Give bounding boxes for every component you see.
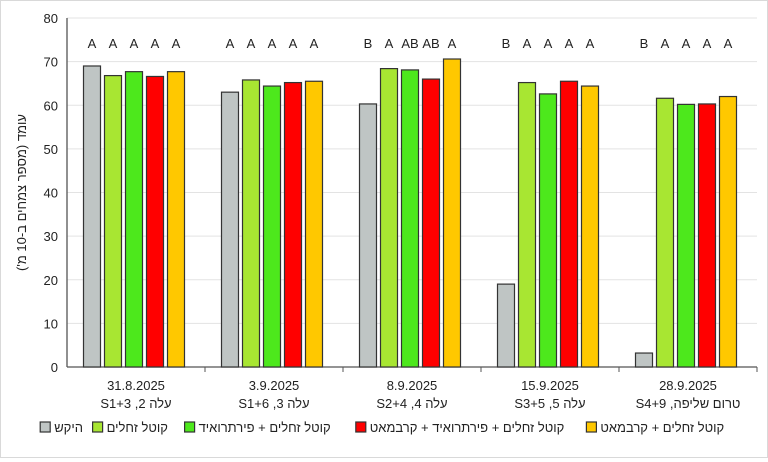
bar bbox=[379, 68, 399, 368]
bar bbox=[676, 103, 696, 368]
x-category-stage: עלה 5, S3+5 bbox=[514, 396, 585, 411]
legend-swatch bbox=[585, 421, 598, 433]
y-tick-label: 30 bbox=[44, 229, 58, 244]
significance-letter: A bbox=[523, 36, 532, 51]
legend-swatch bbox=[39, 421, 51, 433]
significance-letter: AB bbox=[401, 36, 418, 51]
significance-letter: A bbox=[724, 36, 733, 51]
legend-label: קוטל זחלים + פירתרואיד + קרבמאט bbox=[370, 420, 564, 435]
significance-letter: B bbox=[640, 36, 649, 51]
significance-letter: B bbox=[364, 36, 373, 51]
x-category-date: 8.9.2025 bbox=[387, 378, 438, 393]
x-category-stage: עלה 3, S1+6 bbox=[238, 396, 309, 411]
significance-letter: A bbox=[703, 36, 712, 51]
bar bbox=[697, 103, 717, 368]
significance-letter: A bbox=[448, 36, 457, 51]
x-category-date: 28.9.2025 bbox=[659, 378, 717, 393]
significance-letter: A bbox=[172, 36, 181, 51]
y-axis-label: עומד (מספר צמחים ב-10 מ') bbox=[14, 114, 29, 271]
y-tick-label: 70 bbox=[44, 55, 58, 70]
x-category-date: 15.9.2025 bbox=[521, 378, 579, 393]
bar bbox=[304, 80, 324, 368]
y-tick-label: 40 bbox=[44, 186, 58, 201]
y-tick-label: 0 bbox=[51, 360, 58, 375]
significance-letter: A bbox=[586, 36, 595, 51]
significance-letter: A bbox=[544, 36, 553, 51]
significance-letter: A bbox=[310, 36, 319, 51]
bar bbox=[718, 95, 738, 368]
legend-label: קוטל זחלים + קרבמאט bbox=[600, 420, 724, 435]
bar bbox=[241, 79, 261, 368]
bar bbox=[82, 65, 102, 368]
bar bbox=[517, 81, 537, 368]
significance-letter: A bbox=[88, 36, 97, 51]
bar bbox=[283, 81, 303, 368]
bar bbox=[559, 80, 579, 368]
bar bbox=[538, 93, 558, 368]
bar bbox=[655, 97, 675, 368]
y-tick-label: 10 bbox=[44, 316, 58, 331]
bar bbox=[358, 103, 378, 368]
significance-letter: A bbox=[151, 36, 160, 51]
legend-label: היקש bbox=[54, 420, 83, 435]
bar bbox=[400, 69, 420, 368]
legend-label: קוטל זחלים + פירתרואיד bbox=[199, 420, 331, 435]
significance-letter: A bbox=[682, 36, 691, 51]
y-tick-label: 50 bbox=[44, 142, 58, 157]
bar bbox=[145, 75, 165, 368]
y-tick-label: 80 bbox=[44, 11, 58, 26]
bar bbox=[124, 71, 144, 368]
bar bbox=[496, 283, 516, 368]
significance-letter: AB bbox=[422, 36, 439, 51]
significance-letter: A bbox=[565, 36, 574, 51]
bar bbox=[166, 71, 186, 368]
significance-letter: A bbox=[109, 36, 118, 51]
significance-letter: B bbox=[502, 36, 511, 51]
legend-label: קוטל זחלים bbox=[107, 420, 168, 435]
x-category-date: 31.8.2025 bbox=[107, 378, 165, 393]
x-category-stage: עלה 2, S1+3 bbox=[100, 396, 171, 411]
bar bbox=[220, 91, 240, 368]
bar bbox=[580, 85, 600, 368]
x-category-stage: טרום שליפה, S4+9 bbox=[636, 396, 741, 411]
y-tick-label: 20 bbox=[44, 273, 58, 288]
significance-letter: A bbox=[289, 36, 298, 51]
legend-swatch bbox=[91, 421, 104, 433]
y-tick-label: 60 bbox=[44, 98, 58, 113]
bar bbox=[103, 74, 123, 368]
bar bbox=[442, 58, 462, 368]
x-category-stage: עלה 4, S2+4 bbox=[376, 396, 447, 411]
legend-swatch bbox=[184, 421, 196, 433]
significance-letter: A bbox=[268, 36, 277, 51]
x-category-date: 3.9.2025 bbox=[249, 378, 300, 393]
bar bbox=[262, 85, 282, 368]
significance-letter: A bbox=[130, 36, 139, 51]
legend-swatch bbox=[355, 421, 367, 433]
significance-letter: A bbox=[226, 36, 235, 51]
bar bbox=[634, 352, 654, 368]
significance-letter: A bbox=[661, 36, 670, 51]
significance-letter: A bbox=[385, 36, 394, 51]
bar bbox=[421, 78, 441, 368]
significance-letter: A bbox=[247, 36, 256, 51]
